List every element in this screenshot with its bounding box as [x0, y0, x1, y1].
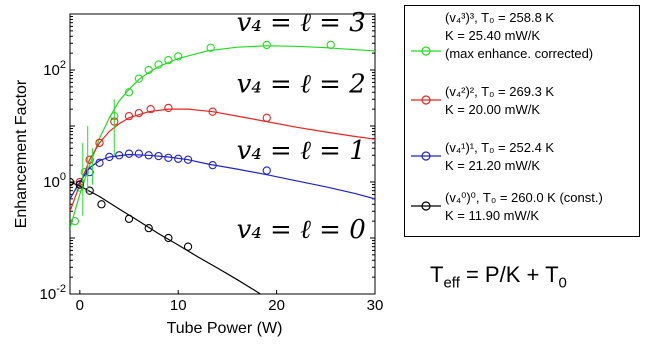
- data-point-1: [164, 103, 173, 113]
- data-point-3: [75, 180, 84, 189]
- y-tick-label: 100: [43, 171, 66, 191]
- data-point-2: [85, 167, 94, 177]
- data-point-3: [124, 214, 134, 223]
- data-point-3: [85, 186, 94, 195]
- legend-l2-line-1: (v₄²)², T₀ = 269.3 K: [445, 84, 555, 99]
- data-point-0: [70, 216, 80, 226]
- teff-prefix: T: [430, 262, 444, 287]
- data-point-3: [97, 200, 106, 209]
- y-axis-label: Enhancement Factor: [13, 79, 30, 228]
- data-point-2: [144, 151, 153, 160]
- data-point-2: [262, 166, 271, 175]
- y-tick-label-exponent: 0: [60, 171, 66, 183]
- x-axis-label: Tube Power (W): [167, 320, 283, 337]
- data-point-3: [70, 177, 75, 187]
- y-tick-label: 102: [43, 59, 66, 79]
- legend: (v₄³)³, T₀ = 258.8 K K = 25.40 mW/K (max…: [404, 5, 640, 237]
- legend-l2-line-2: K = 20.00 mW/K: [445, 102, 541, 117]
- data-point-2: [208, 160, 217, 170]
- data-point-1: [208, 107, 217, 116]
- data-point-0: [206, 43, 215, 52]
- data-point-0: [154, 60, 163, 69]
- legend-marker-circle: [421, 201, 431, 211]
- legend-l3-line-3: (max enhance. corrected): [445, 46, 594, 61]
- data-point-3: [183, 242, 193, 251]
- legend-marker-circle: [421, 95, 431, 105]
- data-point-1: [85, 155, 94, 164]
- plot-frame: [69, 13, 376, 295]
- legend-marker-l3: [411, 46, 441, 56]
- series-fit-line-0: [70, 45, 375, 229]
- curve-label-1: v₄ = ℓ = 2: [237, 69, 366, 99]
- data-point-1: [124, 111, 134, 121]
- data-point-2: [105, 152, 114, 162]
- y-tick-label: 10-2: [40, 283, 66, 303]
- x-tick-label: 0: [76, 297, 84, 314]
- data-point-1: [146, 104, 155, 114]
- data-point-1: [262, 113, 271, 122]
- y-tick-label-base: 10: [40, 286, 57, 303]
- y-tick-label-exponent: 2: [60, 59, 66, 71]
- teff-sub-eff: eff: [443, 274, 460, 292]
- legend-marker-l0: [411, 201, 441, 211]
- teff-middle: = P/K + T: [459, 262, 559, 287]
- data-point-2: [95, 158, 104, 167]
- x-tick-label: 10: [170, 297, 187, 314]
- data-point-2: [154, 151, 163, 161]
- legend-l3-line-1: (v₄³)³, T₀ = 258.8 K: [445, 10, 555, 25]
- data-point-2: [183, 155, 193, 164]
- series-fit-line-2: [70, 153, 375, 200]
- y-tick-label-exponent: -2: [56, 283, 66, 295]
- x-tick-label: 20: [268, 297, 285, 314]
- plot-area: [70, 40, 375, 294]
- legend-marker-circle: [421, 151, 431, 161]
- data-point-2: [134, 149, 144, 158]
- data-point-0: [144, 65, 153, 75]
- data-point-2: [164, 153, 173, 162]
- data-point-0: [174, 52, 183, 61]
- series-fit-line-1: [70, 108, 375, 212]
- legend-l1-line-2: K = 21.20 mW/K: [445, 158, 541, 173]
- data-point-2: [174, 154, 183, 163]
- curve-label-2: v₄ = ℓ = 1: [237, 136, 366, 166]
- data-point-1: [134, 108, 144, 118]
- data-point-2: [124, 149, 134, 158]
- x-tick-label: 30: [367, 297, 384, 314]
- data-point-0: [164, 55, 173, 65]
- data-point-2: [115, 151, 124, 160]
- data-point-3: [144, 223, 153, 233]
- legend-l1-line-1: (v₄¹)¹, T₀ = 252.4 K: [445, 140, 555, 155]
- data-point-0: [326, 40, 335, 50]
- data-point-0: [124, 88, 134, 97]
- y-tick-label-base: 10: [43, 174, 60, 191]
- data-point-0: [262, 40, 271, 50]
- data-point-0: [134, 74, 144, 83]
- legend-l0-line-1: (v₄⁰)⁰, T₀ = 260.0 K (const.): [445, 190, 603, 205]
- series-fit-line-3: [70, 181, 262, 294]
- curve-label-3: v₄ = ℓ = 0: [237, 215, 366, 245]
- y-tick-label-base: 10: [43, 62, 60, 79]
- teff-sub-0: 0: [558, 274, 567, 292]
- teff-formula: Teff = P/K + T0: [430, 262, 567, 291]
- legend-l3-line-2: K = 25.40 mW/K: [445, 28, 541, 43]
- legend-marker-circle: [421, 46, 431, 56]
- data-point-3: [164, 233, 173, 243]
- legend-marker-l2: [411, 95, 441, 105]
- curve-label-0: v₄ = ℓ = 3: [237, 8, 366, 38]
- legend-l0-line-2: K = 11.90 mW/K: [445, 208, 540, 223]
- legend-marker-l1: [411, 151, 441, 161]
- data-point-1: [95, 138, 104, 148]
